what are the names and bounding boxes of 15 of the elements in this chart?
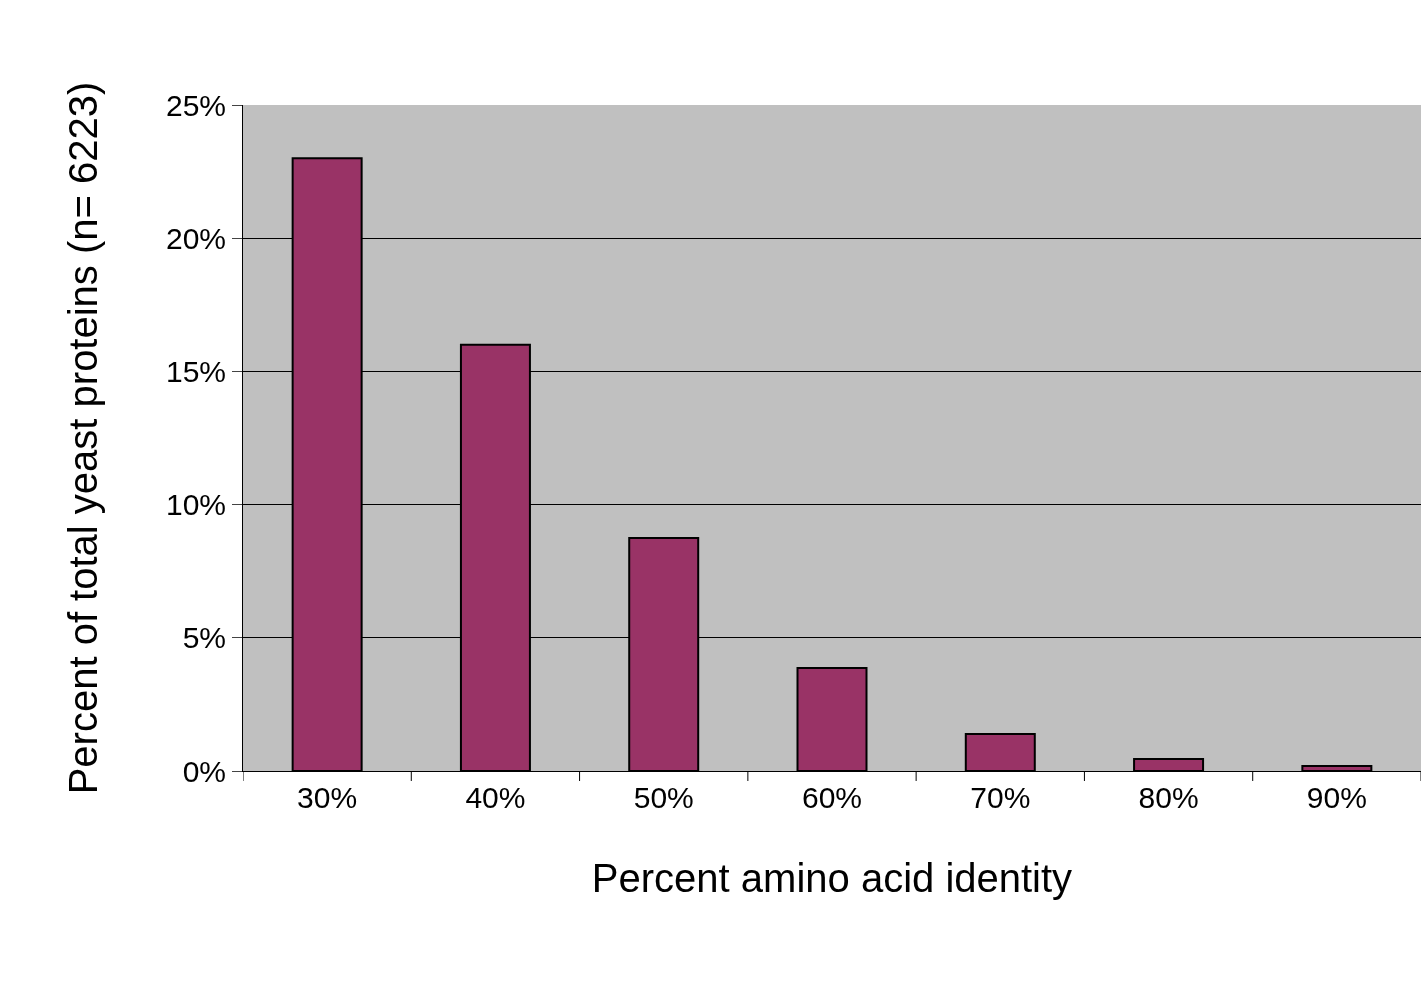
x-tick-label: 50% [633,781,694,814]
y-tick-label: 0% [182,754,226,788]
x-tick-label: 80% [1138,781,1199,814]
x-tick-label: 30% [297,781,358,814]
y-tick-label: 5% [182,621,226,655]
y-axis-title: Percent of total yeast proteins (n= 6223) [61,81,106,795]
y-tick-label: 25% [165,88,226,122]
y-tick-label: 10% [165,488,226,522]
x-tick-label: 90% [1306,781,1367,814]
x-tick-label: 70% [970,781,1031,814]
y-tick-label: 20% [165,221,226,255]
y-tick-label: 15% [165,354,226,388]
x-axis-title: Percent amino acid identity [591,855,1073,900]
x-tick-label: 60% [801,781,863,814]
x-tick-label: 40% [465,781,526,814]
